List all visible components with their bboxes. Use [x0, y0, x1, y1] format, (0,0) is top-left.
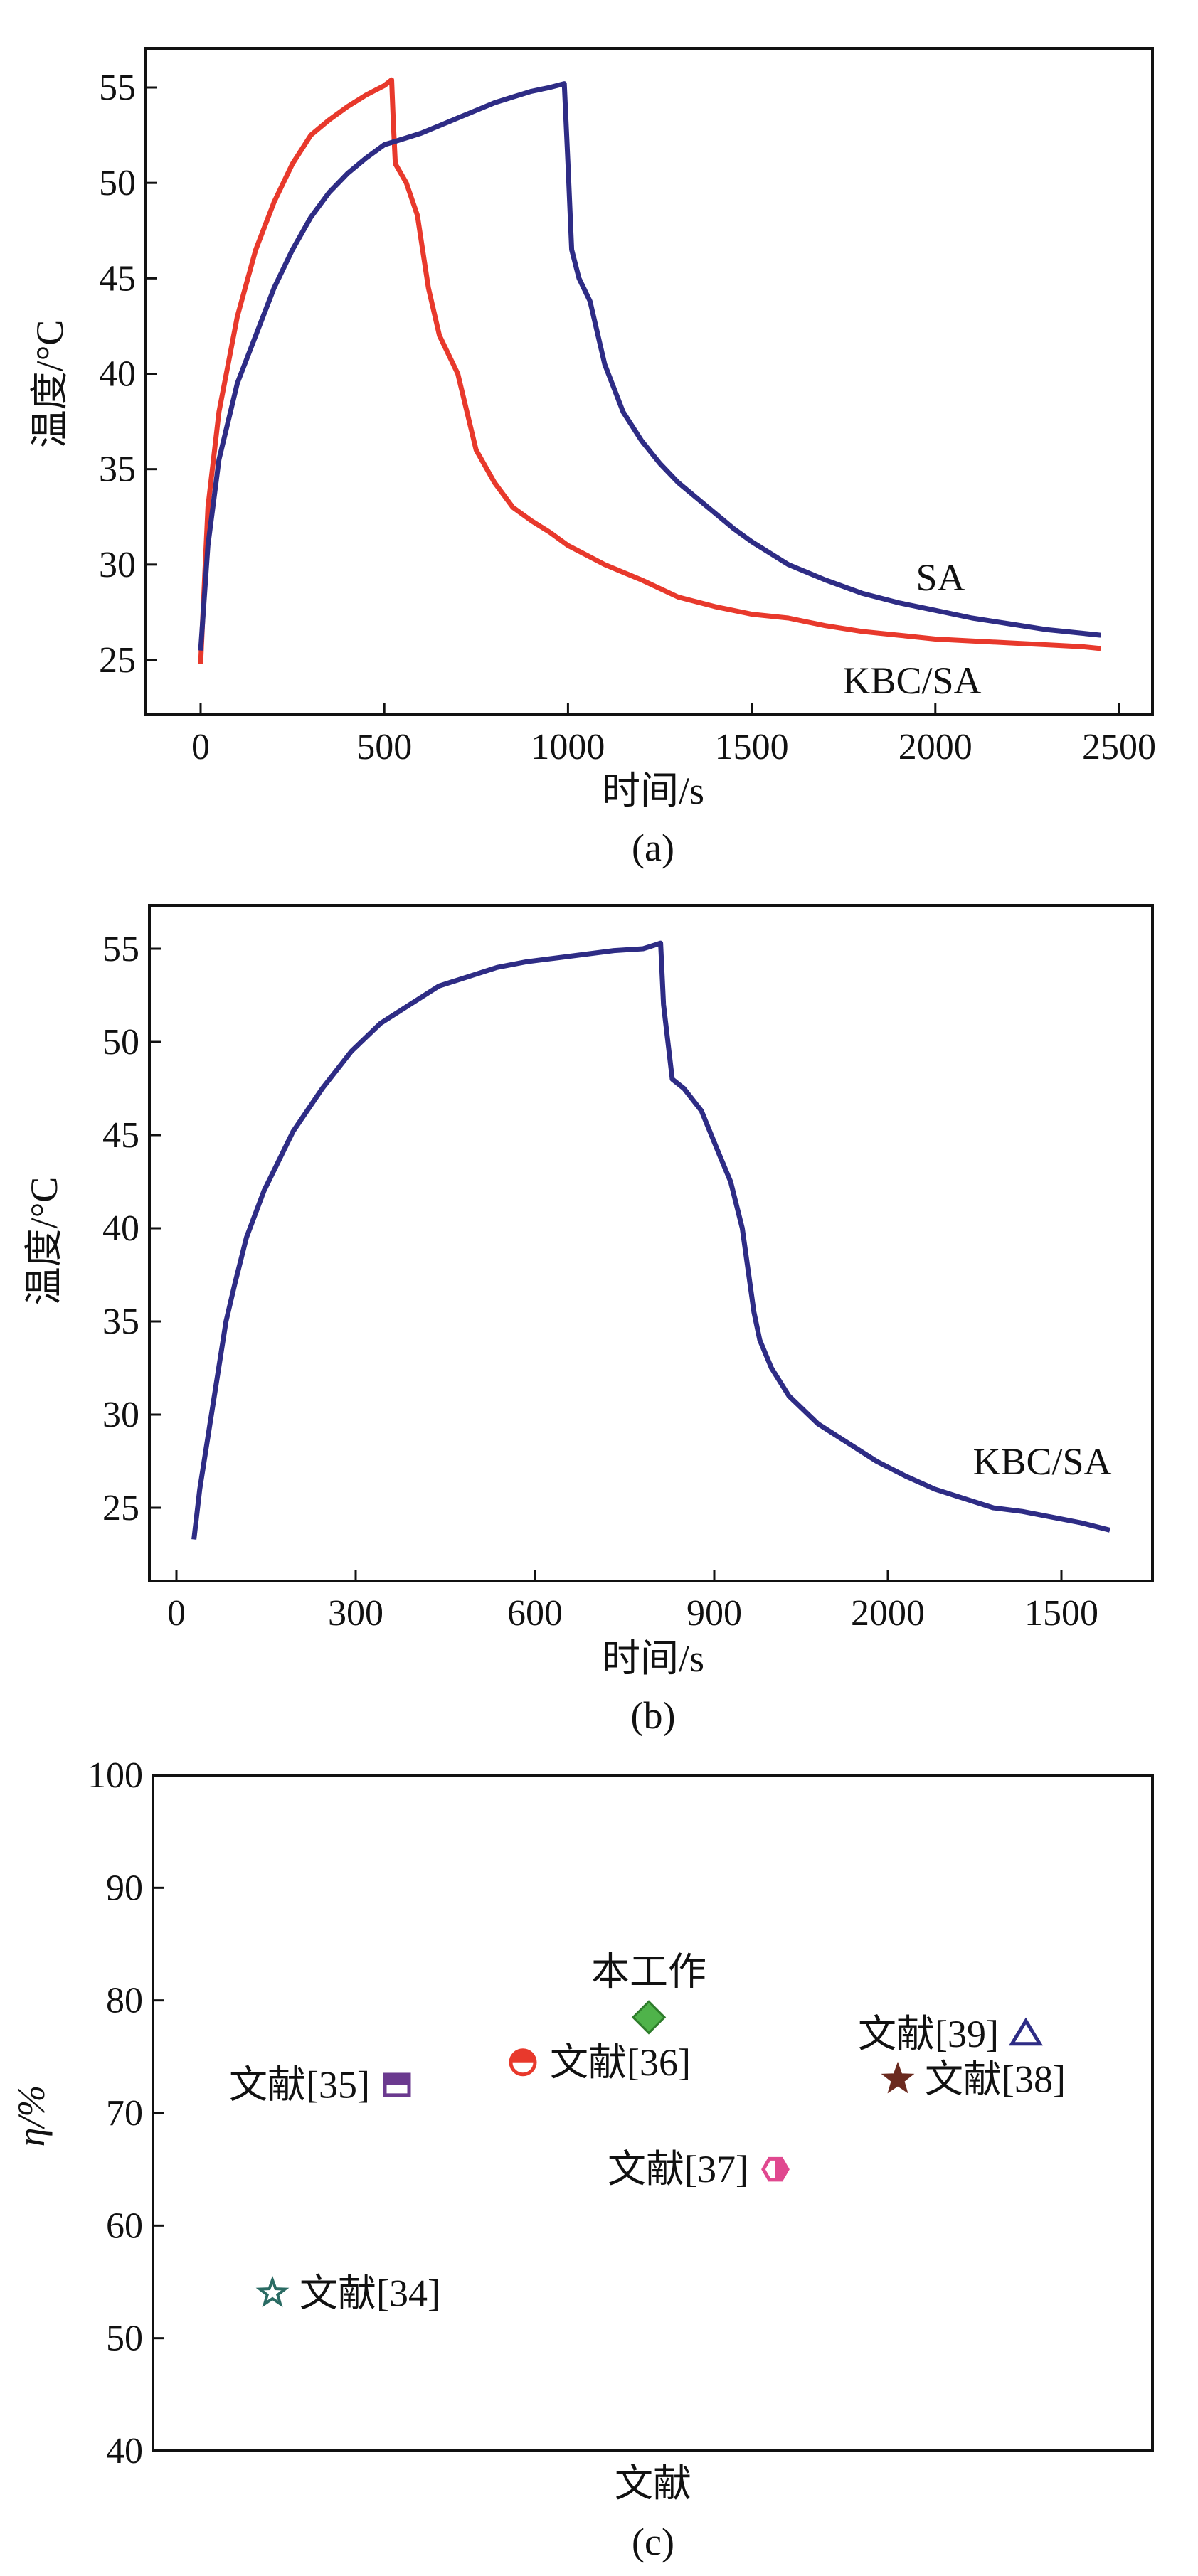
- panel-a-line-chart: 25 30 35 40 45 50 55 0 500 1000 1500 2000 2500 时间/s…: [28, 47, 1156, 869]
- x-tick-label: 1000: [531, 727, 605, 767]
- panel-a-caption: (a): [632, 826, 674, 869]
- series-line-sa: [198, 81, 1101, 651]
- scatter-point-label: 文献[37]: [608, 2148, 748, 2191]
- panel-b-plot-frame: [148, 904, 1154, 1582]
- y-tick-label: 90: [106, 1868, 143, 1908]
- y-tick-label: 50: [102, 1022, 139, 1063]
- x-tick-label: 500: [356, 727, 412, 767]
- scatter-point-group: 文献[39]: [858, 2013, 1043, 2055]
- scatter-point-group: 文献[34]: [255, 2272, 440, 2314]
- panel-b-x-ticks: 0 300 600 900 2000 1500: [167, 1570, 1098, 1634]
- scatter-point-marker: [255, 2275, 290, 2308]
- y-tick-label: 60: [106, 2205, 143, 2246]
- scatter-point-label: 文献[38]: [925, 2058, 1066, 2101]
- scatter-point-label: 文献[36]: [550, 2041, 691, 2084]
- panel-a-annotation-kbc-sa: KBC/SA: [842, 659, 981, 702]
- scatter-point-group: 文献[37]: [608, 2148, 790, 2191]
- panel-b-caption: (b): [631, 1694, 676, 1737]
- x-tick-label: 300: [328, 1593, 383, 1634]
- scatter-point-group: 文献[35]: [229, 2063, 411, 2106]
- panel-c-plot-frame: [152, 1774, 1154, 2452]
- panel-a-y-axis-label: 温度/°C: [28, 320, 71, 449]
- scatter-point-marker: [631, 2000, 667, 2035]
- panel-b-x-axis-label: 时间/s: [602, 1637, 704, 1680]
- panel-a-series: [198, 77, 1101, 664]
- x-tick-label: 600: [507, 1593, 563, 1634]
- y-tick-label: 30: [99, 545, 136, 585]
- panel-b-y-ticks: 25 30 35 40 45 50 55: [102, 929, 161, 1528]
- x-tick-label: 0: [167, 1593, 186, 1634]
- scatter-point-label: 文献[35]: [229, 2063, 370, 2106]
- y-tick-label: 45: [99, 258, 136, 299]
- panel-b-y-axis-label: 温度/°C: [23, 1177, 65, 1306]
- scatter-point-label: 文献[34]: [300, 2272, 440, 2314]
- panel-a-annotation-sa: SA: [916, 556, 965, 599]
- panel-c-y-axis-label: η/%: [10, 2085, 53, 2147]
- series-line-kbc-sa: [198, 77, 1101, 664]
- x-tick-label: 2000: [898, 727, 972, 767]
- y-tick-label: 70: [106, 2093, 143, 2134]
- y-tick-label: 25: [99, 640, 136, 681]
- scatter-point-group: 本工作: [591, 1950, 706, 2035]
- x-tick-label: 1500: [1024, 1593, 1098, 1634]
- y-tick-label: 100: [88, 1755, 143, 1796]
- panel-a-x-ticks: 0 500 1000 1500 2000 2500: [191, 703, 1156, 767]
- panel-a-x-axis-label: 时间/s: [602, 770, 704, 812]
- y-tick-label: 50: [99, 163, 136, 203]
- scatter-point-marker: [1009, 2017, 1043, 2046]
- panel-b-series: [191, 940, 1110, 1540]
- panel-c-x-axis-label: 文献: [615, 2462, 691, 2505]
- scatter-point-marker: [881, 2061, 915, 2094]
- x-tick-label: 2000: [851, 1593, 925, 1634]
- series-line-kbc-sa: [191, 940, 1110, 1540]
- y-tick-label: 35: [102, 1302, 139, 1342]
- panel-b-annotation-kbc-sa: KBC/SA: [972, 1440, 1111, 1483]
- y-tick-label: 30: [102, 1395, 139, 1435]
- panel-c-caption: (c): [632, 2521, 674, 2563]
- x-tick-label: 900: [687, 1593, 742, 1634]
- panel-b-line-chart: 25 30 35 40 45 50 55 0 300 600 900 2000 1500 时间/s 温…: [23, 904, 1154, 1737]
- panel-a-y-ticks: 25 30 35 40 45 50 55: [99, 68, 157, 681]
- x-tick-label: 0: [191, 727, 210, 767]
- y-tick-label: 80: [106, 1981, 143, 2021]
- scatter-point-marker-fill: [775, 2157, 788, 2182]
- y-tick-label: 50: [106, 2319, 143, 2359]
- panel-c-y-ticks: 40 50 60 70 80 90 100: [88, 1755, 164, 2471]
- y-tick-label: 40: [106, 2431, 143, 2471]
- scatter-point-marker-fill: [511, 2050, 535, 2063]
- y-tick-label: 40: [102, 1208, 139, 1249]
- scatter-point-label: 文献[39]: [858, 2013, 999, 2055]
- y-tick-label: 55: [102, 929, 139, 969]
- y-tick-label: 25: [102, 1488, 139, 1528]
- scatter-point-marker-fill: [385, 2074, 409, 2085]
- y-tick-label: 45: [102, 1115, 139, 1156]
- y-tick-label: 35: [99, 449, 136, 490]
- x-tick-label: 1500: [715, 727, 789, 767]
- scatter-point-label: 本工作: [591, 1950, 706, 1993]
- y-tick-label: 55: [99, 68, 136, 108]
- x-tick-label: 2500: [1082, 727, 1156, 767]
- y-tick-label: 40: [99, 354, 136, 395]
- scatter-point-group: 文献[36]: [509, 2041, 691, 2084]
- panel-a-plot-frame: [144, 47, 1154, 716]
- scatter-point-group: 文献[38]: [881, 2058, 1066, 2101]
